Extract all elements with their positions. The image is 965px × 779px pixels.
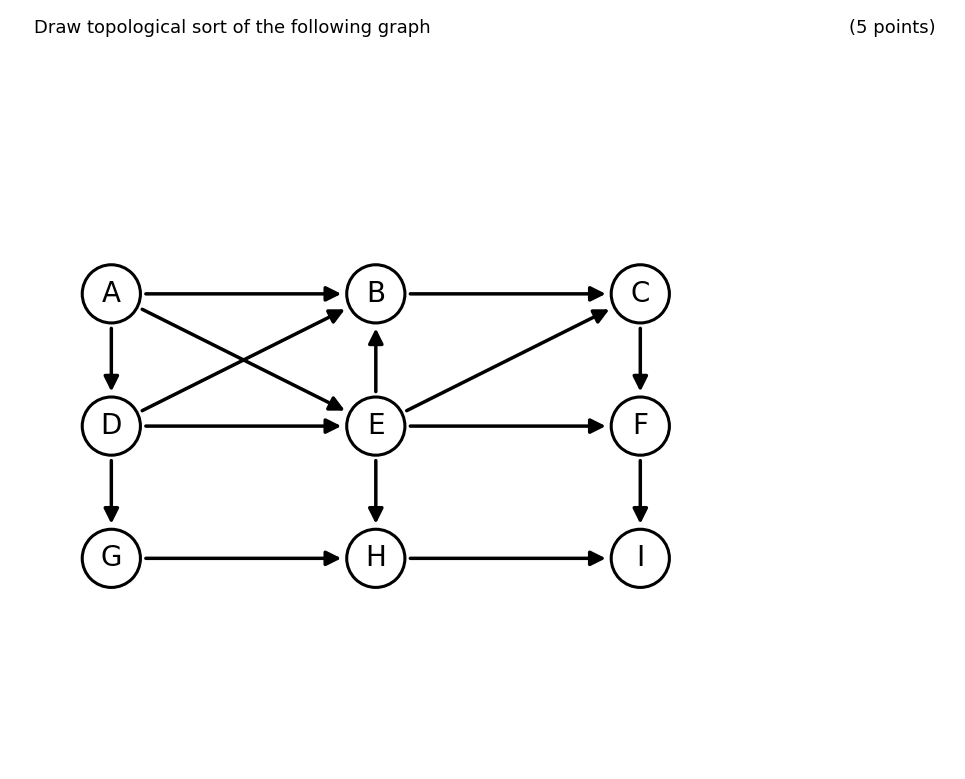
Text: F: F bbox=[632, 412, 648, 440]
Text: Draw topological sort of the following graph: Draw topological sort of the following g… bbox=[34, 19, 430, 37]
Circle shape bbox=[611, 397, 670, 455]
Circle shape bbox=[346, 529, 405, 587]
Text: G: G bbox=[100, 545, 122, 573]
Circle shape bbox=[82, 529, 141, 587]
Circle shape bbox=[82, 265, 141, 323]
Text: (5 points): (5 points) bbox=[849, 19, 936, 37]
Circle shape bbox=[346, 265, 405, 323]
Text: I: I bbox=[636, 545, 645, 573]
Circle shape bbox=[346, 397, 405, 455]
Circle shape bbox=[82, 397, 141, 455]
Text: H: H bbox=[366, 545, 386, 573]
Text: B: B bbox=[367, 280, 385, 308]
Text: A: A bbox=[102, 280, 121, 308]
Text: D: D bbox=[100, 412, 122, 440]
Circle shape bbox=[611, 529, 670, 587]
Circle shape bbox=[611, 265, 670, 323]
Text: E: E bbox=[367, 412, 385, 440]
Text: C: C bbox=[630, 280, 650, 308]
